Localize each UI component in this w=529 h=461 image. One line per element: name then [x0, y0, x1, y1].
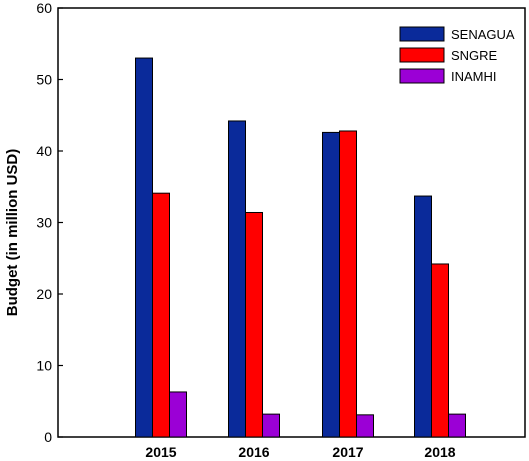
- bar-inamhi-2018: [448, 413, 466, 438]
- bar-senagua-2016: [228, 120, 246, 438]
- y-tick-label: 10: [36, 358, 52, 374]
- x-tick-label: 2017: [332, 444, 363, 460]
- legend-label: SENAGUA: [451, 27, 515, 42]
- bar-sngre-2018: [431, 263, 449, 438]
- bar-sngre-2017: [339, 130, 357, 438]
- bars: [135, 57, 466, 438]
- bar-senagua-2015: [135, 57, 153, 438]
- y-axis-title: Budget (in million USD): [4, 149, 21, 316]
- y-tick-label: 60: [36, 0, 52, 16]
- y-axis: 0 10 20 30 40 50 60: [36, 0, 63, 445]
- legend: SENAGUA SNGRE INAMHI: [399, 26, 515, 84]
- legend-swatch: [399, 26, 445, 42]
- bar-sngre-2015: [152, 192, 170, 438]
- x-tick-label: 2015: [145, 444, 176, 460]
- bar-inamhi-2017: [356, 414, 374, 438]
- legend-swatch: [399, 68, 445, 84]
- y-tick-label: 50: [36, 72, 52, 88]
- legend-swatch: [399, 47, 445, 63]
- x-tick-label: 2018: [424, 444, 455, 460]
- bar-inamhi-2016: [262, 413, 280, 438]
- x-tick-label: 2016: [238, 444, 269, 460]
- bar-inamhi-2015: [169, 391, 187, 438]
- y-tick-label: 30: [36, 215, 52, 231]
- legend-label: SNGRE: [451, 48, 498, 63]
- x-axis: 2015 2016 2017 2018: [145, 444, 455, 460]
- legend-label: INAMHI: [451, 69, 497, 84]
- y-tick-label: 20: [36, 286, 52, 302]
- bar-sngre-2016: [245, 211, 263, 438]
- y-tick-label: 0: [44, 429, 52, 445]
- bar-senagua-2018: [414, 195, 432, 438]
- y-tick-label: 40: [36, 143, 52, 159]
- bar-senagua-2017: [322, 131, 340, 438]
